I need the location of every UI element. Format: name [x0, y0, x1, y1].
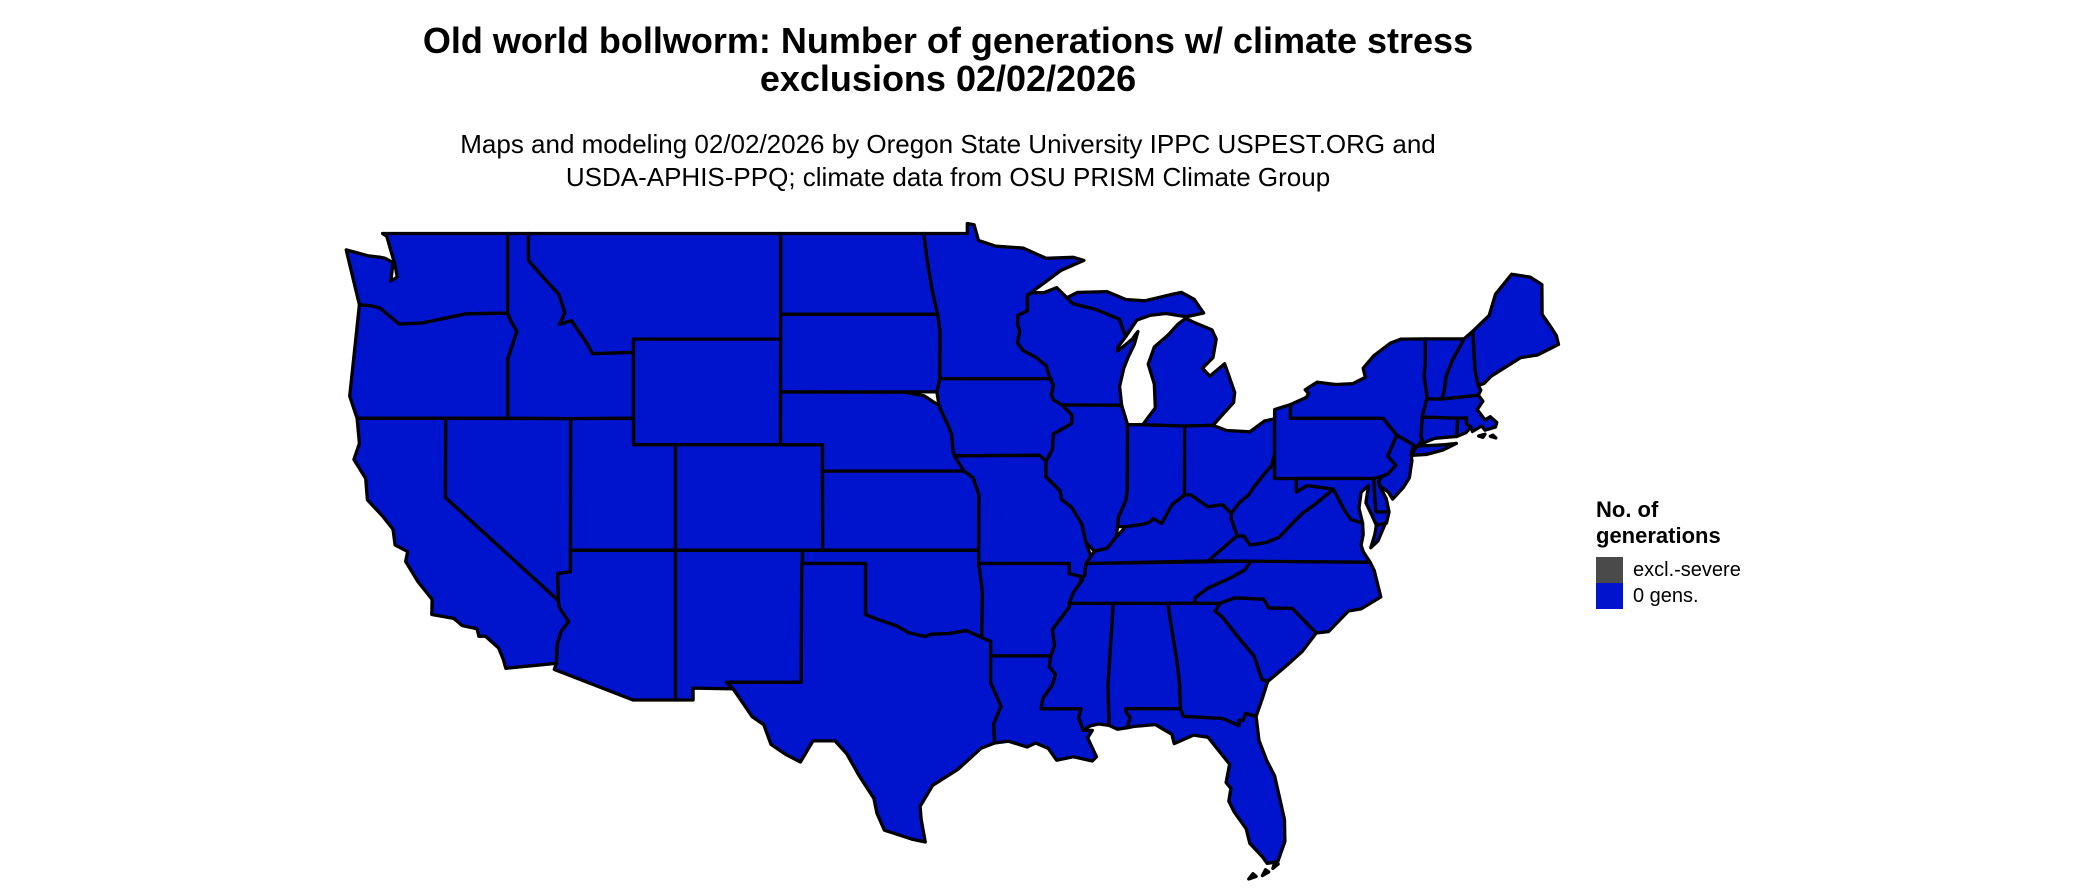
state-ma — [1420, 393, 1499, 440]
legend-swatch-excl-severe — [1596, 557, 1623, 583]
subtitle-line2: USDA-APHIS-PPQ; climate data from OSU PR… — [565, 162, 1331, 192]
state-nc — [1193, 559, 1383, 635]
legend-items: excl.-severe 0 gens. — [1596, 557, 1826, 609]
legend-item-excl-severe: excl.-severe — [1596, 557, 1826, 583]
legend-title: No. of generations — [1596, 497, 1826, 549]
state-wy — [631, 337, 783, 447]
state-tx — [724, 561, 1003, 844]
legend: No. of generations excl.-severe 0 gens. — [1596, 497, 1826, 609]
subtitle-line1: Maps and modeling 02/02/2026 by Oregon S… — [460, 129, 1436, 159]
legend-label-0-gens: 0 gens. — [1633, 585, 1699, 607]
state-mi — [1065, 289, 1237, 428]
state-co — [673, 443, 825, 552]
page-title-line2: exclusions 02/02/2026 — [759, 58, 1137, 99]
page-title-line1: Old world bollworm: Number of generation… — [422, 20, 1474, 61]
state-sd — [778, 312, 942, 394]
legend-swatch-0-gens — [1596, 583, 1623, 609]
states-group — [344, 221, 1561, 881]
state-ks — [820, 469, 981, 552]
state-or — [348, 303, 519, 420]
state-me — [1471, 272, 1561, 388]
legend-label-excl-severe: excl.-severe — [1633, 559, 1741, 581]
legend-title-line2: generations — [1596, 523, 1721, 548]
state-nj — [1377, 433, 1416, 501]
state-fl — [1124, 707, 1287, 881]
state-nd — [779, 231, 940, 316]
subtitle: Maps and modeling 02/02/2026 by Oregon S… — [0, 128, 1896, 194]
state-ct — [1417, 415, 1460, 447]
header: Old world bollworm: Number of generation… — [0, 22, 1896, 194]
state-nm — [673, 548, 805, 702]
state-az — [552, 548, 678, 702]
legend-item-0-gens: 0 gens. — [1596, 583, 1826, 609]
legend-title-line1: No. of — [1596, 497, 1659, 522]
